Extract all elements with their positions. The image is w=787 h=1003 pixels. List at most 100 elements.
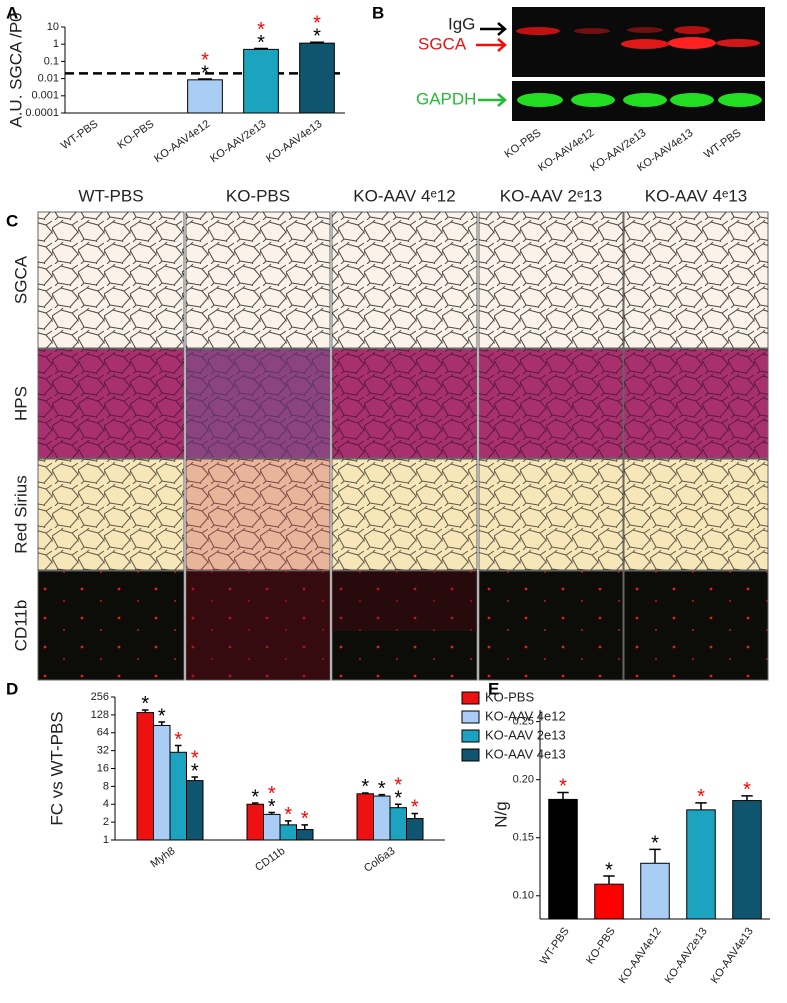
histology-texture [186, 212, 330, 348]
bar [154, 725, 171, 840]
bar [247, 804, 264, 840]
bar [280, 825, 297, 840]
y-tick-label: 2 [103, 816, 109, 828]
bar [549, 799, 578, 919]
x-tick-label: KO-AAV2e13 [663, 926, 710, 986]
x-tick-label: KO-AAV4e12 [617, 926, 664, 986]
western-blot [476, 7, 765, 121]
column-header: WT-PBS [78, 186, 143, 205]
bar [374, 796, 391, 840]
column-header: KO-PBS [226, 186, 290, 205]
significance-star: * [141, 693, 149, 715]
bar [187, 781, 204, 840]
row-label: CD11b [11, 600, 30, 652]
y-axis-label: A.U. SGCA /P0 [6, 12, 25, 127]
bar [137, 713, 154, 840]
significance-star: * [378, 778, 386, 800]
y-tick-label: 64 [97, 727, 109, 739]
histology-texture [624, 349, 768, 458]
significance-star: * [174, 729, 182, 751]
bar [357, 794, 374, 840]
x-tick-label: Myh8 [148, 845, 177, 870]
bar [641, 863, 670, 919]
histology-texture [479, 212, 623, 348]
histology-texture [332, 459, 477, 570]
histology-texture [38, 212, 184, 348]
significance-star: * [268, 783, 276, 805]
significance-star: * [361, 776, 369, 798]
y-tick-label: 0.10 [513, 890, 534, 902]
histology-overlay [186, 571, 330, 680]
y-tick-label: 1 [53, 38, 59, 50]
histology-overlay [332, 571, 477, 631]
significance-star: * [651, 833, 659, 855]
y-tick-label: 128 [91, 709, 109, 721]
significance-star: * [697, 786, 705, 808]
bar [733, 801, 762, 919]
histology-texture [38, 349, 184, 458]
significance-star: * [191, 747, 199, 769]
histology-texture [624, 571, 768, 680]
column-header: KO-AAV 4ᵉ13 [645, 186, 747, 205]
bar [407, 819, 424, 840]
histology-texture [479, 459, 623, 570]
y-tick-label: 0.25 [513, 716, 534, 728]
legend-swatch [462, 749, 479, 761]
x-tick-label: KO-PBS [584, 926, 618, 967]
legend-swatch [462, 692, 479, 704]
histology-texture [479, 571, 623, 680]
y-axis-label: N/g [491, 801, 510, 827]
significance-star: * [605, 859, 613, 881]
y-tick-label: 0.15 [513, 832, 534, 844]
blot-label: GAPDH [416, 89, 476, 108]
significance-star: * [313, 13, 321, 35]
bar [595, 884, 624, 919]
blot-label: IgG [448, 14, 475, 33]
lane-label: KO-AAV4e12 [536, 127, 596, 174]
y-tick-label: 1 [103, 834, 109, 846]
x-tick-label: WT-PBS [538, 926, 572, 967]
legend-label: KO-AAV 4e13 [485, 746, 566, 761]
histology-overlay [186, 459, 330, 570]
y-tick-label: 0.01 [38, 73, 59, 85]
histology-texture [624, 459, 768, 570]
significance-star: * [559, 776, 567, 798]
y-tick-label: 8 [103, 780, 109, 792]
y-tick-label: 4 [103, 798, 109, 810]
bar [170, 752, 187, 840]
significance-star: * [301, 808, 309, 830]
bar [264, 814, 281, 840]
bar [297, 830, 314, 840]
column-header: KO-AAV 4ᵉ12 [353, 186, 455, 205]
histology-texture [332, 212, 477, 348]
legend-swatch [462, 711, 479, 723]
histology-texture [479, 349, 623, 458]
x-tick-label: KO-AAV4e12 [152, 118, 212, 165]
legend-swatch [462, 730, 479, 742]
panel-label: C [6, 211, 18, 230]
y-tick-label: 0.001 [31, 90, 59, 102]
legend-label: KO-AAV 2e13 [485, 727, 566, 742]
significance-star: * [201, 49, 209, 71]
legend-label: KO-PBS [485, 689, 534, 704]
y-tick-label: 32 [97, 745, 109, 757]
significance-star: * [257, 19, 265, 41]
significance-star: * [158, 705, 166, 727]
column-header: KO-AAV 2ᵉ13 [500, 186, 602, 205]
row-label: HPS [11, 386, 30, 421]
histology-texture [38, 459, 184, 570]
significance-star: * [743, 779, 751, 801]
bar [390, 808, 407, 840]
y-axis-label: FC vs WT-PBS [47, 711, 66, 825]
x-tick-label: KO-PBS [115, 118, 156, 152]
x-tick-label: WT-PBS [59, 118, 100, 152]
lane-label: WT-PBS [702, 127, 743, 161]
y-tick-label: 0.0001 [25, 107, 59, 119]
x-tick-label: KO-AAV2e13 [208, 118, 268, 165]
y-tick-label: 16 [97, 762, 109, 774]
significance-star: * [284, 804, 292, 826]
x-tick-label: KO-AAV4e13 [264, 118, 324, 165]
y-tick-label: 256 [91, 691, 109, 703]
blot-label: SGCA [418, 34, 467, 53]
